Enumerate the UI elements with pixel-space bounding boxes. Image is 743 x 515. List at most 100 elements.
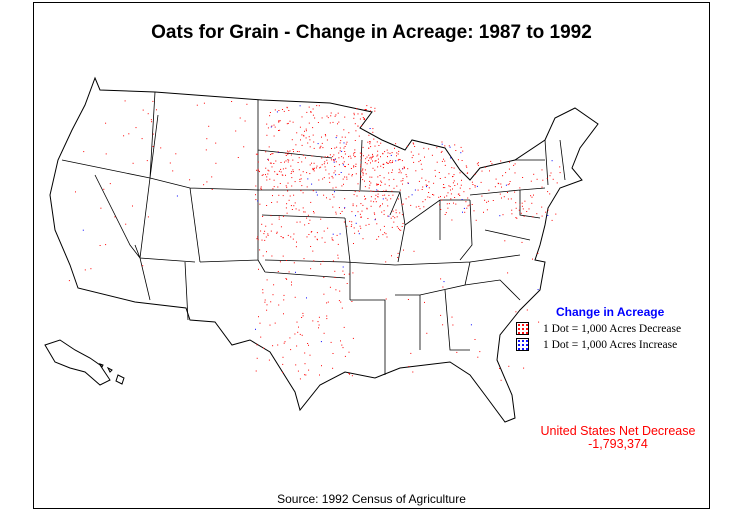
decrease-dot [451,316,453,318]
decrease-dot [400,229,402,231]
decrease-dot [273,186,275,188]
decrease-dot [471,181,473,183]
decrease-dot [301,317,303,318]
decrease-dot [390,162,392,164]
decrease-dot [438,196,440,198]
decrease-dot [299,178,301,180]
decrease-dot [376,183,378,185]
decrease-dot [387,156,388,158]
decrease-dot [336,146,338,148]
decrease-dot [323,332,325,334]
decrease-dot [519,204,521,206]
decrease-dot [292,169,294,171]
decrease-dot [453,174,455,176]
decrease-dot [361,216,362,218]
decrease-dot [288,151,290,153]
decrease-dot [352,337,354,339]
decrease-dot [424,199,426,201]
decrease-dot [271,153,273,155]
decrease-dot [355,130,357,132]
decrease-dot [313,211,314,212]
decrease-dot [330,115,332,117]
decrease-dot [324,161,326,163]
decrease-dot [326,197,327,199]
decrease-dot [339,290,341,292]
decrease-dot [255,185,257,187]
decrease-dot [446,203,448,205]
decrease-dot [441,141,443,143]
decrease-dot [321,365,322,367]
decrease-dot [418,205,420,207]
decrease-dot [388,179,390,181]
decrease-dot [547,209,549,211]
decrease-dot [451,167,453,169]
decrease-dot [450,198,452,200]
decrease-dot [367,218,369,219]
decrease-dot [313,170,315,172]
decrease-dot [486,209,488,211]
decrease-dot [327,301,329,303]
decrease-dot [380,142,382,144]
decrease-dot [389,161,390,163]
increase-dot [390,154,392,156]
decrease-dot [523,215,525,217]
decrease-dot [363,118,365,119]
decrease-dot [323,194,325,196]
decrease-dot [361,210,363,212]
decrease-dot [474,173,476,175]
legend-title: Change in Acreage [556,305,665,319]
decrease-dot [292,121,294,123]
decrease-dot [377,158,379,160]
decrease-dot [334,158,336,160]
decrease-dot [360,156,362,158]
decrease-dot [365,109,367,111]
decrease-dot [461,179,462,181]
decrease-dot [360,166,362,167]
decrease-dot [341,307,343,309]
decrease-dot [379,175,381,176]
decrease-dot [264,239,266,241]
increase-dot [344,207,346,209]
decrease-dot [514,191,516,193]
decrease-dot [428,192,430,193]
decrease-dot [298,151,300,153]
decrease-dot [267,158,269,160]
increase-dot [277,152,279,153]
decrease-dot [415,170,417,172]
decrease-dot [310,201,312,203]
decrease-dot [333,160,335,162]
decrease-dot [378,145,380,146]
decrease-dot [426,185,428,186]
decrease-dot [370,182,372,184]
decrease-dot [322,178,324,180]
decrease-dot [306,172,308,174]
decrease-dot [533,194,534,196]
decrease-dot [370,205,372,207]
decrease-dot [318,105,320,107]
decrease-dot [103,188,105,190]
decrease-dot [293,262,295,264]
decrease-dot [443,184,445,185]
decrease-dot [319,146,321,148]
decrease-dot [392,160,394,162]
decrease-dot [372,153,373,155]
decrease-dot [287,234,289,236]
decrease-dot [341,344,343,346]
decrease-dot [329,181,331,183]
decrease-dot [305,130,307,132]
decrease-dot [309,173,311,175]
decrease-dot [132,162,134,164]
decrease-dot [404,167,405,169]
decrease-dot [407,182,409,184]
decrease-dot [289,150,291,152]
decrease-dot [308,136,310,138]
decrease-dot [365,158,367,160]
decrease-dot [268,359,270,361]
decrease-dot [256,238,258,240]
decrease-dot [304,352,306,354]
decrease-dot [464,211,466,213]
decrease-dot [372,131,374,133]
decrease-dot [452,182,454,184]
decrease-dot [265,225,267,227]
decrease-dot [349,155,351,157]
